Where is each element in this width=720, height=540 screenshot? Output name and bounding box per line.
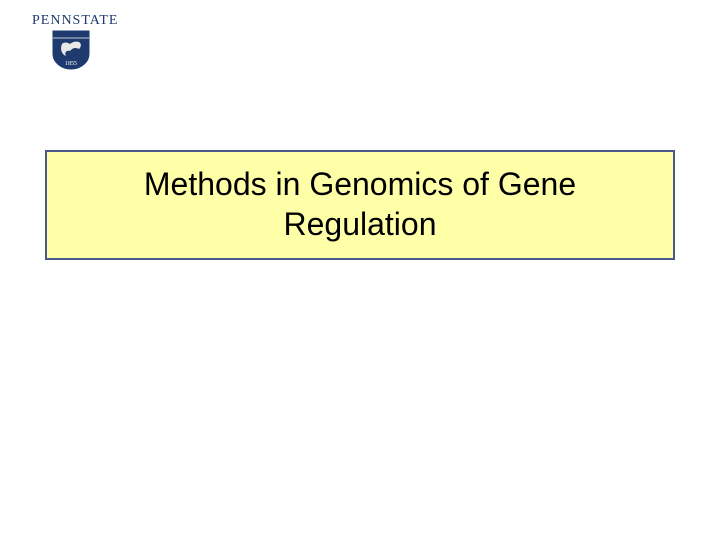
shield-year: 1855 <box>65 61 77 67</box>
penn-state-logo: PENNSTATE 1855 <box>32 14 118 75</box>
logo-shield: 1855 <box>52 30 90 75</box>
logo-wordmark: PENNSTATE <box>32 14 118 28</box>
slide: PENNSTATE 1855 Methods in Genomics of Ge… <box>0 0 720 540</box>
shield-icon: 1855 <box>52 30 90 70</box>
title-box: Methods in Genomics of Gene Regulation <box>45 150 675 260</box>
slide-title: Methods in Genomics of Gene Regulation <box>67 164 653 244</box>
